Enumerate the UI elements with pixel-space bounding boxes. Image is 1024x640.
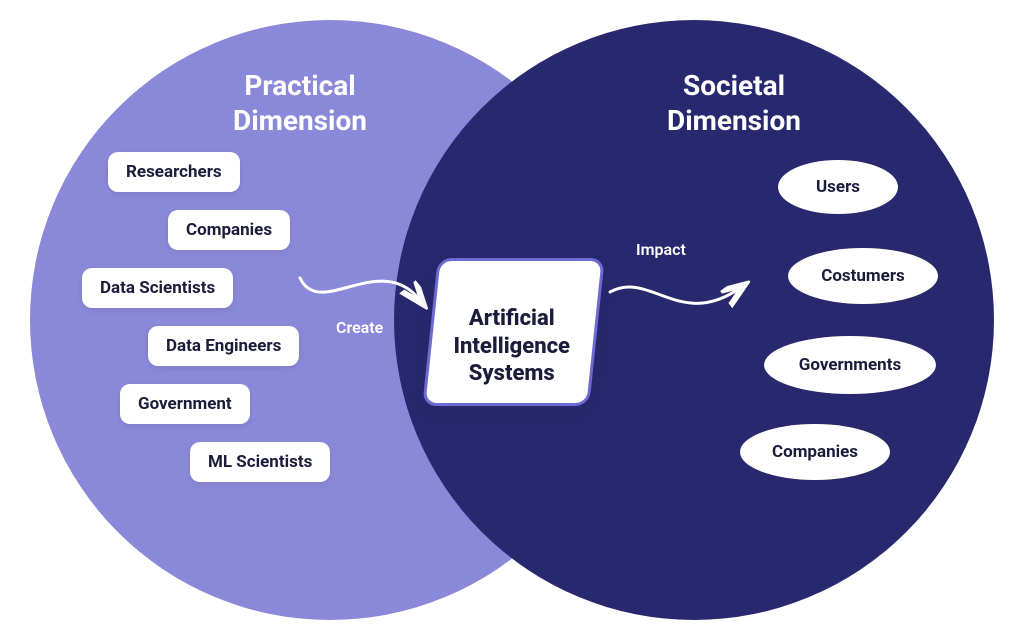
impact-label: Impact — [636, 240, 686, 259]
center-node-label: Artificial Intelligence Systems — [454, 305, 571, 388]
center-node: Artificial Intelligence Systems — [422, 258, 604, 406]
venn-diagram: Practical Dimension Societal Dimension R… — [0, 0, 1024, 640]
